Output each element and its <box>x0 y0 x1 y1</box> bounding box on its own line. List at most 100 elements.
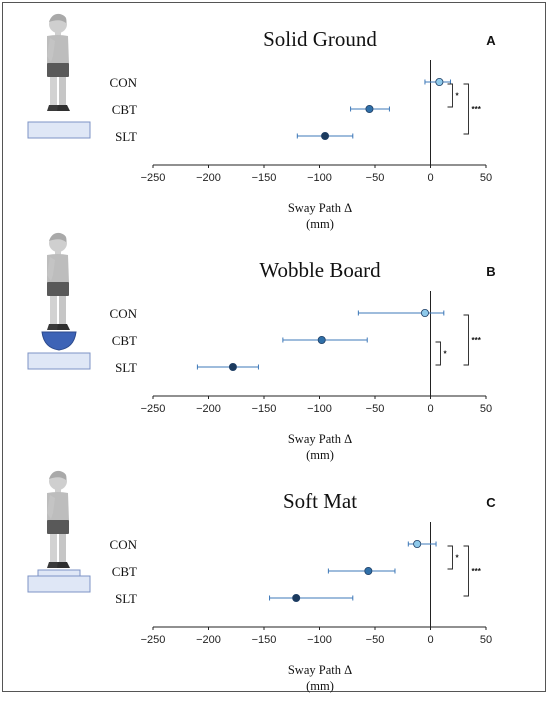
x-tick-label: 0 <box>427 403 433 415</box>
significance-bracket <box>447 545 453 570</box>
significance-bracket <box>447 83 453 108</box>
x-tick-label: −150 <box>252 172 277 184</box>
x-tick-label: 0 <box>427 634 433 646</box>
mean-point <box>321 132 330 141</box>
significance-label: * <box>444 350 448 359</box>
category-label: CBT <box>112 564 137 579</box>
mean-point <box>292 594 301 603</box>
x-tick-label: −150 <box>252 634 277 646</box>
chart-title: Solid Ground <box>263 27 377 51</box>
standing-person-icon <box>47 13 70 111</box>
person-neck <box>55 250 61 255</box>
significance-label: *** <box>472 567 482 576</box>
wobble-board-icon <box>41 331 77 351</box>
person-leg <box>50 534 57 562</box>
chart-panel: Soft Mat C −250 −200 −150 −100 −50 0 50 Sway Path… <box>0 470 550 704</box>
x-tick-label: 50 <box>480 403 492 415</box>
mean-point <box>317 336 326 345</box>
category-label: CON <box>110 75 138 90</box>
person-leg <box>50 296 57 324</box>
x-tick-label: 50 <box>480 172 492 184</box>
chart-svg: Soft Mat C −250 −200 −150 −100 −50 0 50 Sway Path… <box>27 470 496 693</box>
x-axis-unit: (mm) <box>306 217 334 231</box>
person-hair <box>49 232 67 242</box>
x-tick-label: −200 <box>196 634 221 646</box>
apparatus-illustration <box>27 232 91 370</box>
person-neck <box>55 31 61 36</box>
apparatus-illustration <box>27 470 91 593</box>
mean-point <box>228 363 237 372</box>
person-hair <box>49 13 67 23</box>
mean-point <box>420 309 429 318</box>
mean-point <box>435 78 444 87</box>
apparatus-illustration <box>27 13 91 139</box>
person-leg <box>59 534 66 562</box>
standing-person-icon <box>47 232 70 330</box>
person-shoe <box>57 562 70 568</box>
person-shoe <box>47 105 60 111</box>
person-arm <box>47 257 55 281</box>
panel-label: B <box>486 264 495 279</box>
mean-point <box>365 105 374 114</box>
person-shoe <box>57 324 70 330</box>
x-tick-label: 0 <box>427 172 433 184</box>
standing-person-icon <box>47 470 70 568</box>
person-neck <box>55 488 61 493</box>
person-group <box>47 470 70 568</box>
person-leg <box>59 296 66 324</box>
x-axis-label: Sway Path Δ <box>288 201 352 215</box>
person-shoe <box>57 105 70 111</box>
x-tick-label: −50 <box>366 403 385 415</box>
x-tick-label: −100 <box>307 403 332 415</box>
person-shorts <box>47 282 69 296</box>
panel-label: A <box>486 33 496 48</box>
solid-ground-platform-icon <box>27 121 91 139</box>
person-shorts <box>47 63 69 77</box>
category-label: SLT <box>115 129 137 144</box>
base-platform-icon <box>27 575 91 593</box>
person-shoe <box>47 324 60 330</box>
category-label: CON <box>110 306 138 321</box>
soft-mat-icon <box>37 569 81 577</box>
significance-label: * <box>456 554 460 563</box>
x-tick-label: −250 <box>141 634 166 646</box>
x-tick-label: −50 <box>366 172 385 184</box>
x-tick-label: 50 <box>480 634 492 646</box>
chart-svg: Wobble Board B −250 −200 −150 −100 −50 0 50 Sway … <box>27 232 496 462</box>
person-leg <box>50 77 57 105</box>
base-platform-icon <box>27 352 91 370</box>
x-tick-label: −250 <box>141 172 166 184</box>
x-tick-label: −250 <box>141 403 166 415</box>
x-tick-label: −200 <box>196 403 221 415</box>
chart-title: Wobble Board <box>259 258 381 282</box>
person-hair <box>49 470 67 480</box>
x-axis-unit: (mm) <box>306 679 334 693</box>
significance-bracket <box>463 314 469 366</box>
x-tick-label: −150 <box>252 403 277 415</box>
significance-label: *** <box>472 105 482 114</box>
significance-label: *** <box>472 336 482 345</box>
person-arm <box>47 38 55 62</box>
mean-point <box>364 567 373 576</box>
person-arm <box>47 495 55 519</box>
category-label: CON <box>110 537 138 552</box>
significance-label: * <box>456 92 460 101</box>
panel-label: C <box>486 495 496 510</box>
significance-bracket <box>435 341 441 366</box>
chart-svg: Solid Ground A −250 −200 −150 −100 −50 0 50 Sway … <box>27 13 496 231</box>
x-tick-label: −100 <box>307 172 332 184</box>
significance-bracket <box>463 545 469 597</box>
figure-frame <box>2 2 546 692</box>
x-axis-unit: (mm) <box>306 448 334 462</box>
category-label: SLT <box>115 360 137 375</box>
chart-title: Soft Mat <box>283 489 357 513</box>
person-group <box>47 232 70 330</box>
x-tick-label: −50 <box>366 634 385 646</box>
chart-panel: Wobble Board B −250 −200 −150 −100 −50 0 50 Sway … <box>0 232 550 473</box>
significance-bracket <box>463 83 469 135</box>
category-label: CBT <box>112 102 137 117</box>
person-leg <box>59 77 66 105</box>
x-tick-label: −200 <box>196 172 221 184</box>
person-shorts <box>47 520 69 534</box>
chart-panel: Solid Ground A −250 −200 −150 −100 −50 0 50 Sway … <box>0 10 550 242</box>
